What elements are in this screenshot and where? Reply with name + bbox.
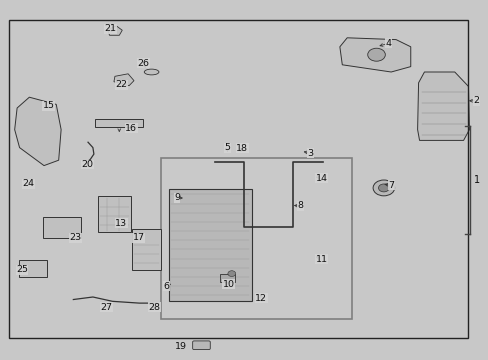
Bar [19,260,47,277]
FancyBboxPatch shape [192,341,210,350]
Text: 14: 14 [315,174,327,183]
Polygon shape [114,74,134,86]
Bar [161,158,351,319]
Text: 10: 10 [223,280,234,289]
Text: 11: 11 [315,255,327,264]
Text: 18: 18 [236,144,247,153]
Text: 8: 8 [297,202,303,210]
Text: 21: 21 [104,24,116,33]
Text: 22: 22 [115,80,127,89]
Bar [95,119,143,127]
Text: 15: 15 [43,102,55,110]
Text: 26: 26 [138,59,149,68]
Circle shape [227,271,235,276]
Polygon shape [339,38,410,72]
Bar [132,229,161,270]
Text: 23: 23 [70,233,81,242]
Text: 6: 6 [163,282,169,291]
Text: 24: 24 [22,179,34,188]
Bar [43,217,81,238]
Text: 4: 4 [385,39,391,48]
Text: 7: 7 [387,181,393,190]
Text: 5: 5 [224,143,230,152]
Text: 1: 1 [473,175,479,185]
Circle shape [372,180,394,196]
Text: 19: 19 [175,342,186,351]
Text: 28: 28 [148,303,160,312]
Text: 16: 16 [125,123,137,132]
Ellipse shape [144,69,159,75]
Polygon shape [107,26,122,35]
Text: 12: 12 [255,294,266,302]
Circle shape [367,48,385,61]
Bar [168,189,251,301]
Bar [9,20,468,338]
Polygon shape [417,72,468,140]
Polygon shape [15,97,61,166]
Text: 9: 9 [174,194,180,202]
Text: 13: 13 [115,219,127,228]
Text: 2: 2 [473,96,479,105]
Text: 17: 17 [133,233,144,242]
Text: 20: 20 [81,160,93,169]
Text: 3: 3 [307,149,313,158]
Circle shape [378,184,388,192]
Text: 27: 27 [101,303,112,312]
Bar [220,274,234,282]
Text: 25: 25 [16,266,28,274]
Bar [98,196,131,232]
